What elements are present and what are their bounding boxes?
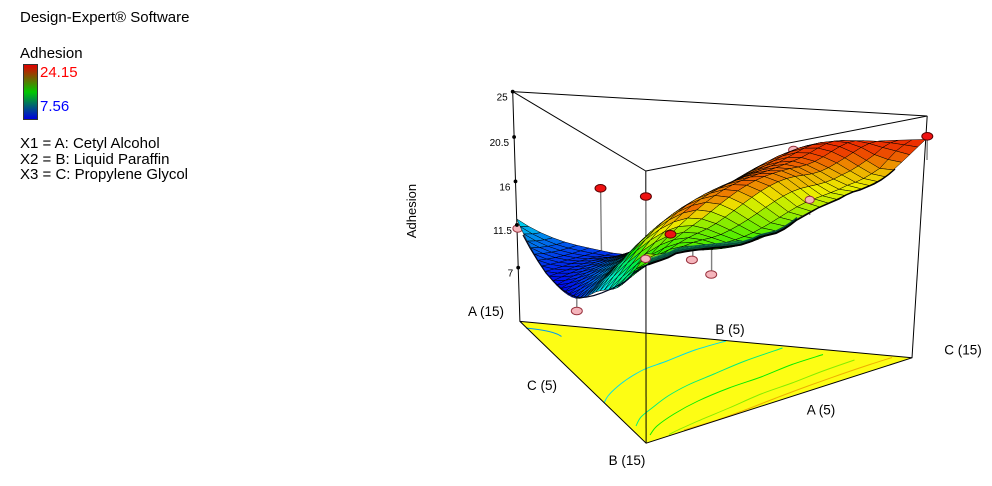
- svg-text:11.5: 11.5: [493, 226, 512, 237]
- svg-text:A (5): A (5): [807, 403, 836, 418]
- svg-text:25: 25: [497, 93, 509, 104]
- svg-text:A (15): A (15): [468, 304, 504, 319]
- svg-text:7: 7: [508, 269, 514, 280]
- svg-text:C (15): C (15): [944, 343, 982, 358]
- svg-text:B (5): B (5): [715, 322, 744, 337]
- svg-text:Adhesion: Adhesion: [404, 184, 419, 238]
- svg-text:16: 16: [499, 182, 511, 193]
- svg-text:B (15): B (15): [609, 453, 646, 468]
- svg-text:20.5: 20.5: [490, 138, 510, 149]
- svg-text:C (5): C (5): [527, 378, 557, 393]
